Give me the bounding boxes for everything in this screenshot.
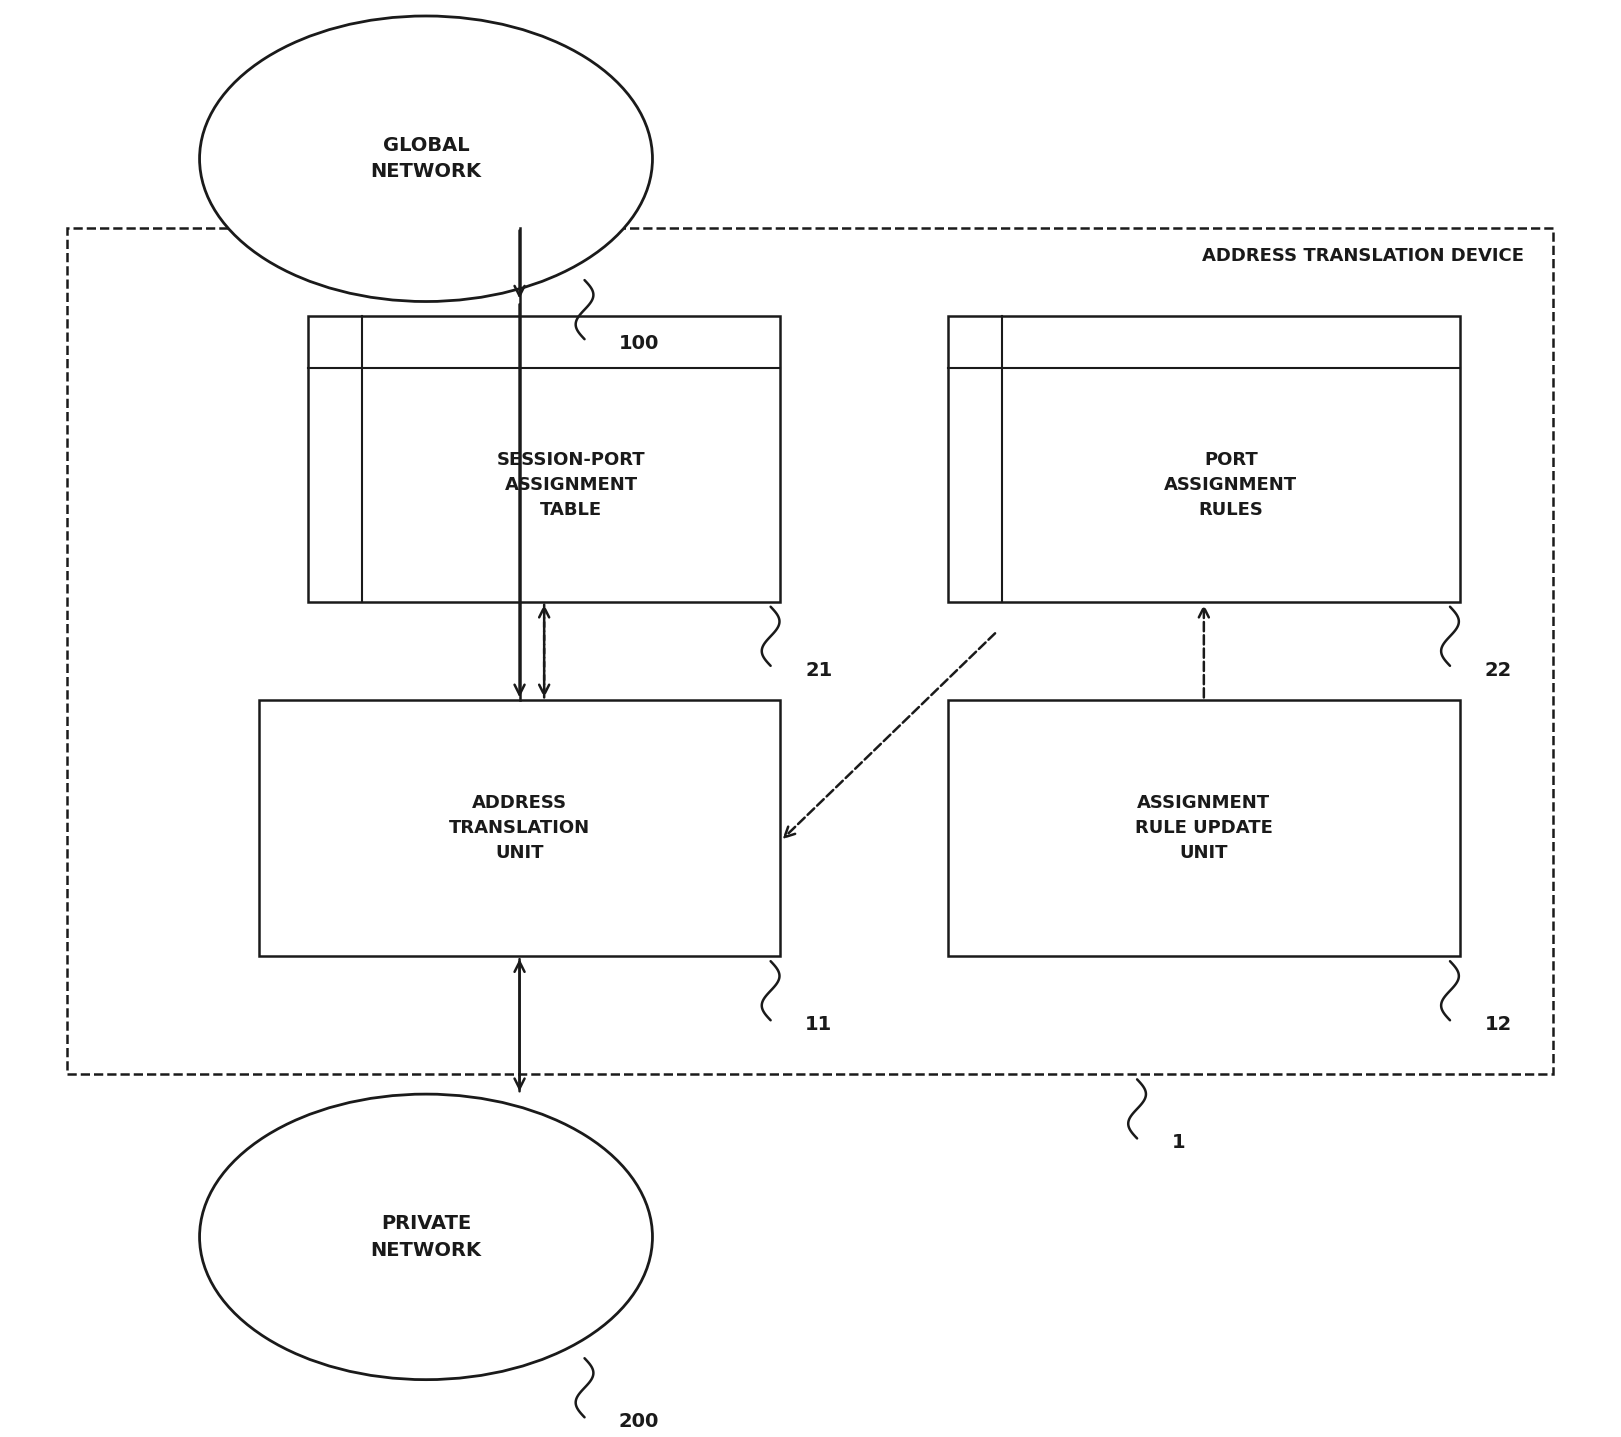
FancyBboxPatch shape: [948, 700, 1461, 956]
Text: ASSIGNMENT
RULE UPDATE
UNIT: ASSIGNMENT RULE UPDATE UNIT: [1135, 795, 1272, 862]
FancyBboxPatch shape: [308, 316, 780, 602]
Text: ADDRESS TRANSLATION DEVICE: ADDRESS TRANSLATION DEVICE: [1201, 247, 1524, 266]
Ellipse shape: [199, 16, 653, 302]
Text: 22: 22: [1485, 661, 1512, 680]
Text: ADDRESS
TRANSLATION
UNIT: ADDRESS TRANSLATION UNIT: [449, 795, 590, 862]
Text: SESSION-PORT
ASSIGNMENT
TABLE: SESSION-PORT ASSIGNMENT TABLE: [498, 451, 645, 519]
Text: 200: 200: [619, 1413, 660, 1431]
Text: PORT
ASSIGNMENT
RULES: PORT ASSIGNMENT RULES: [1164, 451, 1297, 519]
Text: 11: 11: [806, 1016, 832, 1035]
Text: PRIVATE
NETWORK: PRIVATE NETWORK: [371, 1214, 481, 1260]
Text: 1: 1: [1172, 1134, 1185, 1152]
Text: 100: 100: [619, 335, 660, 354]
FancyBboxPatch shape: [66, 227, 1553, 1075]
FancyBboxPatch shape: [259, 700, 780, 956]
Text: GLOBAL
NETWORK: GLOBAL NETWORK: [371, 137, 481, 181]
FancyBboxPatch shape: [948, 316, 1461, 602]
Text: 12: 12: [1485, 1016, 1512, 1035]
Ellipse shape: [199, 1094, 653, 1380]
Text: 21: 21: [806, 661, 832, 680]
